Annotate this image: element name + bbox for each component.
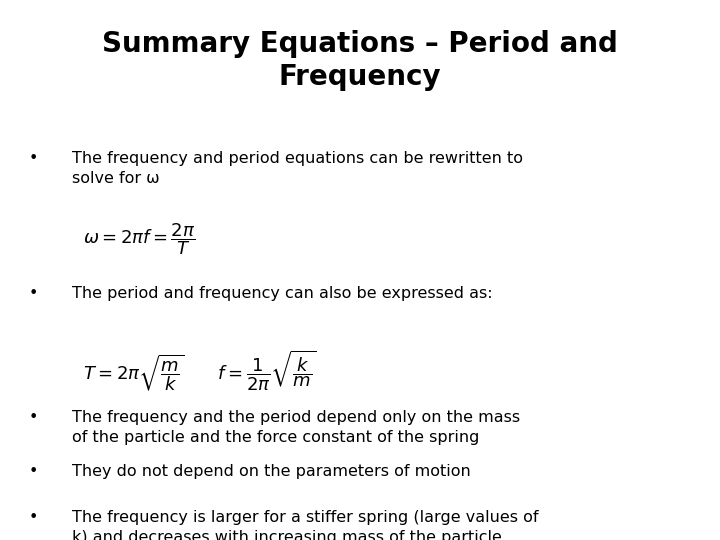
Text: •: • [29, 464, 38, 480]
Text: The frequency and period equations can be rewritten to
solve for ω: The frequency and period equations can b… [72, 151, 523, 186]
Text: The frequency and the period depend only on the mass
of the particle and the for: The frequency and the period depend only… [72, 410, 520, 445]
Text: •: • [29, 286, 38, 301]
Text: •: • [29, 410, 38, 426]
Text: •: • [29, 510, 38, 525]
Text: They do not depend on the parameters of motion: They do not depend on the parameters of … [72, 464, 471, 480]
Text: The period and frequency can also be expressed as:: The period and frequency can also be exp… [72, 286, 492, 301]
Text: The frequency is larger for a stiffer spring (large values of
k) and decreases w: The frequency is larger for a stiffer sp… [72, 510, 539, 540]
Text: $\omega = 2\pi f = \dfrac{2\pi}{T}$: $\omega = 2\pi f = \dfrac{2\pi}{T}$ [83, 221, 195, 257]
Text: •: • [29, 151, 38, 166]
Text: Summary Equations – Period and
Frequency: Summary Equations – Period and Frequency [102, 30, 618, 91]
Text: $T = 2\pi\sqrt{\dfrac{m}{k}}$$\quad\quad f = \dfrac{1}{2\pi}\sqrt{\dfrac{k}{m}}$: $T = 2\pi\sqrt{\dfrac{m}{k}}$$\quad\quad… [83, 348, 317, 393]
